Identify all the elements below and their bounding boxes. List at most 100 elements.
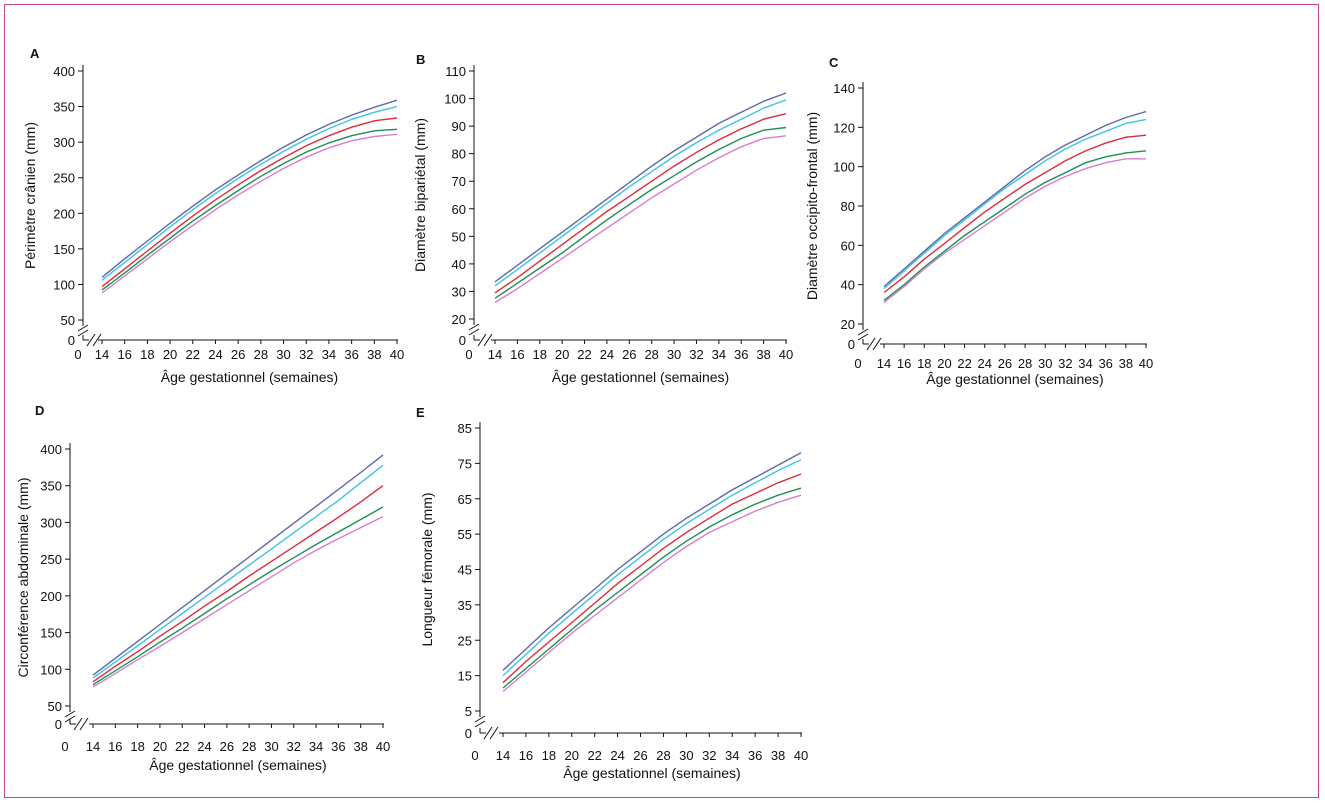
- series-line-B-3: [494, 113, 787, 294]
- y-tick-label: 350: [40, 479, 62, 494]
- y-tick-label: 400: [53, 64, 75, 79]
- x-tick-label: 34: [712, 347, 726, 362]
- y-tick-label: 25: [458, 633, 472, 648]
- x-tick-label: 22: [957, 356, 971, 371]
- x-axis-title: Âge gestationnel (semaines): [552, 369, 729, 385]
- series-line-C-3: [883, 134, 1147, 294]
- y-axis-break-mark: [468, 328, 480, 336]
- x-tick-label: 0: [471, 748, 478, 763]
- y-tick-label: 75: [458, 456, 472, 471]
- y-tick-label: 45: [458, 563, 472, 578]
- x-tick-label: 36: [344, 347, 358, 362]
- x-axis-break-mark: [483, 726, 493, 740]
- y-tick-label: 120: [833, 120, 855, 135]
- series-line-B-4: [494, 126, 787, 299]
- x-tick-label: 40: [779, 347, 793, 362]
- x-tick-label: 28: [254, 347, 268, 362]
- series-line-C-2: [883, 118, 1147, 290]
- y-tick-label: 40: [841, 278, 855, 293]
- x-tick-label: 36: [331, 739, 345, 754]
- y-tick-label: 55: [458, 527, 472, 542]
- y-axis-break-mark: [474, 720, 486, 728]
- y-tick-label: 50: [48, 699, 62, 714]
- x-axis-break-mark: [79, 717, 89, 731]
- series-line-D-1: [92, 454, 384, 676]
- y-tick-label: 0: [459, 333, 466, 348]
- y-tick-label: 80: [452, 147, 466, 162]
- x-tick-label: 36: [734, 347, 748, 362]
- y-tick-label: 250: [53, 171, 75, 186]
- x-tick-label: 38: [353, 739, 367, 754]
- x-tick-label: 20: [565, 748, 579, 763]
- y-tick-label: 250: [40, 552, 62, 567]
- y-tick-label: 60: [841, 238, 855, 253]
- y-tick-label: 35: [458, 598, 472, 613]
- y-tick-label: 30: [452, 284, 466, 299]
- y-tick-label: 400: [40, 442, 62, 457]
- y-tick-label: 100: [53, 277, 75, 292]
- series-line-A-1: [101, 99, 398, 278]
- x-tick-label: 34: [322, 347, 336, 362]
- y-axis-break-mark: [77, 329, 89, 337]
- x-tick-label: 38: [367, 347, 381, 362]
- y-tick-label: 100: [444, 92, 466, 107]
- y-axis-title: Périmètre crânien (mm): [22, 122, 38, 269]
- x-tick-label: 28: [644, 347, 658, 362]
- series-line-E-5: [502, 494, 802, 693]
- series-line-A-5: [101, 133, 398, 294]
- y-axis-break-mark: [857, 333, 869, 341]
- y-tick-label: 0: [68, 333, 75, 348]
- x-tick-label: 30: [264, 739, 278, 754]
- panel-letter-C: C: [829, 55, 839, 70]
- x-tick-label: 32: [702, 748, 716, 763]
- x-tick-label: 26: [622, 347, 636, 362]
- figure-frame: [4, 4, 1319, 798]
- x-tick-label: 24: [978, 356, 992, 371]
- y-tick-label: 5: [465, 704, 472, 719]
- x-tick-label: 26: [231, 347, 245, 362]
- x-tick-label: 22: [587, 748, 601, 763]
- series-line-E-2: [502, 459, 802, 677]
- x-tick-label: 36: [748, 748, 762, 763]
- x-tick-label: 30: [679, 748, 693, 763]
- x-tick-label: 40: [1139, 356, 1153, 371]
- y-axis-break-mark: [468, 323, 480, 331]
- y-tick-label: 20: [452, 312, 466, 327]
- x-tick-label: 18: [542, 748, 556, 763]
- y-axis-title: Diamètre occipito-frontal (mm): [804, 112, 820, 300]
- y-tick-label: 20: [841, 317, 855, 332]
- x-tick-label: 26: [998, 356, 1012, 371]
- y-axis-title: Circonférence abdominale (mm): [15, 478, 31, 678]
- y-axis-title: Longueur fémorale (mm): [419, 492, 435, 646]
- x-tick-label: 30: [276, 347, 290, 362]
- x-tick-label: 26: [633, 748, 647, 763]
- y-axis-break-mark: [64, 715, 76, 723]
- series-line-B-5: [494, 135, 787, 304]
- series-line-C-4: [883, 150, 1147, 301]
- series-line-D-5: [92, 515, 384, 688]
- x-tick-label: 22: [186, 347, 200, 362]
- panel-letter-E: E: [416, 405, 425, 420]
- y-tick-label: 50: [452, 229, 466, 244]
- y-tick-label: 60: [452, 202, 466, 217]
- y-tick-label: 350: [53, 100, 75, 115]
- x-tick-label: 20: [937, 356, 951, 371]
- y-tick-label: 200: [40, 589, 62, 604]
- x-tick-label: 14: [496, 748, 510, 763]
- x-tick-label: 32: [1058, 356, 1072, 371]
- panel-letter-D: D: [35, 403, 44, 418]
- x-tick-label: 18: [533, 347, 547, 362]
- x-axis-title: Âge gestationnel (semaines): [149, 757, 326, 773]
- y-tick-label: 50: [61, 313, 75, 328]
- y-tick-label: 85: [458, 421, 472, 436]
- y-tick-label: 100: [40, 662, 62, 677]
- x-tick-label: 34: [725, 748, 739, 763]
- x-axis-break-mark: [92, 333, 102, 347]
- x-tick-label: 16: [510, 347, 524, 362]
- series-line-A-3: [101, 117, 398, 288]
- panel-letter-A: A: [30, 46, 40, 61]
- series-line-D-3: [92, 485, 384, 683]
- x-tick-label: 22: [175, 739, 189, 754]
- x-tick-label: 14: [86, 739, 100, 754]
